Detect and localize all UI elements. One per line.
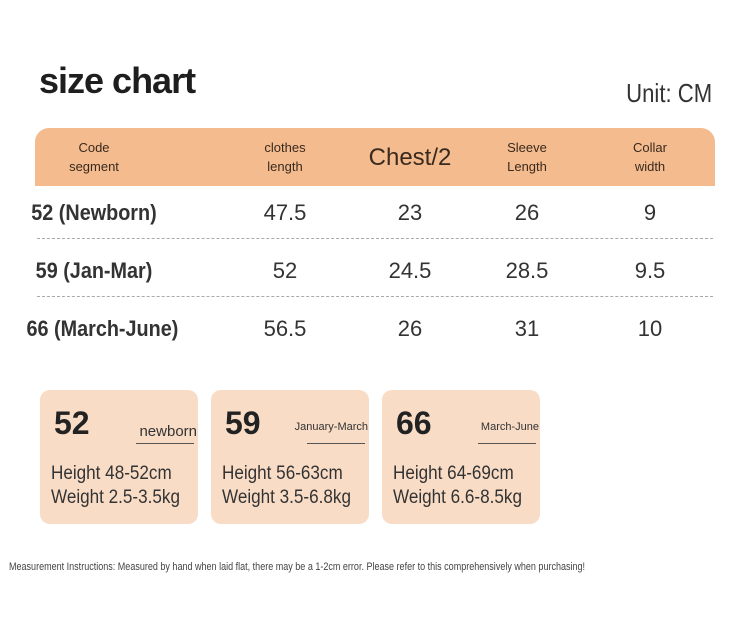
row-divider [37,238,713,239]
table-cell: 23 [397,200,423,225]
card-underline [478,443,536,444]
card-underline [307,443,365,444]
card-underline [136,443,194,444]
header-line: width [634,159,666,174]
table-cell: 56.5 [263,316,307,341]
table-cell: 9.5 [634,258,666,283]
card-weight: Weight 6.6-8.5kg [393,487,522,508]
header-line: Sleeve [507,140,547,155]
table-cell: 26 [514,200,540,225]
title: size chart [39,60,196,101]
card-height: Height 48-52cm [51,463,172,484]
header-line: segment [69,159,119,174]
column-header: Code segment [34,128,154,186]
card-size: 59 [225,405,261,441]
row-divider [37,296,713,297]
header-bar [35,128,715,186]
size-card [40,390,198,524]
card-label: newborn [139,423,197,440]
table-cell: 24.5 [388,258,432,283]
table-cell: 26 [397,316,423,341]
unit: Unit: CM [626,78,712,108]
column-header: Sleeve Length [467,128,587,186]
card-size: 66 [396,405,432,441]
header-line: Code [78,140,110,155]
table-cell: 31 [514,316,540,341]
table-cell: 47.5 [263,200,307,225]
card-size: 52 [54,405,90,441]
table-cell: 9 [643,200,657,225]
column-header: Chest/2 [350,128,470,186]
table-cell: 52 [272,258,298,283]
card-label: January-March [294,421,368,433]
card-weight: Weight 2.5-3.5kg [51,487,180,508]
table-cell: 52 (Newborn) [31,200,157,225]
column-header: Collar width [590,128,710,186]
header-line: length [267,159,303,174]
card-height: Height 56-63cm [222,463,343,484]
size-card [211,390,369,524]
table-cell: 66 (March-June) [26,316,179,341]
card-weight: Weight 3.5-6.8kg [222,487,351,508]
header-line: Length [507,159,547,174]
column-header: clothes length [225,128,345,186]
table-cell: 10 [637,316,663,341]
table-cell: 59 (Jan-Mar) [35,258,153,283]
card-height: Height 64-69cm [393,463,514,484]
footnote: Measurement Instructions: Measured by ha… [9,561,586,573]
header-line: Chest/2 [368,143,452,171]
header-line: Collar [633,140,667,155]
header-line: clothes [264,140,306,155]
size-card [382,390,540,524]
table-cell: 28.5 [505,258,549,283]
card-label: March-June [480,421,539,433]
